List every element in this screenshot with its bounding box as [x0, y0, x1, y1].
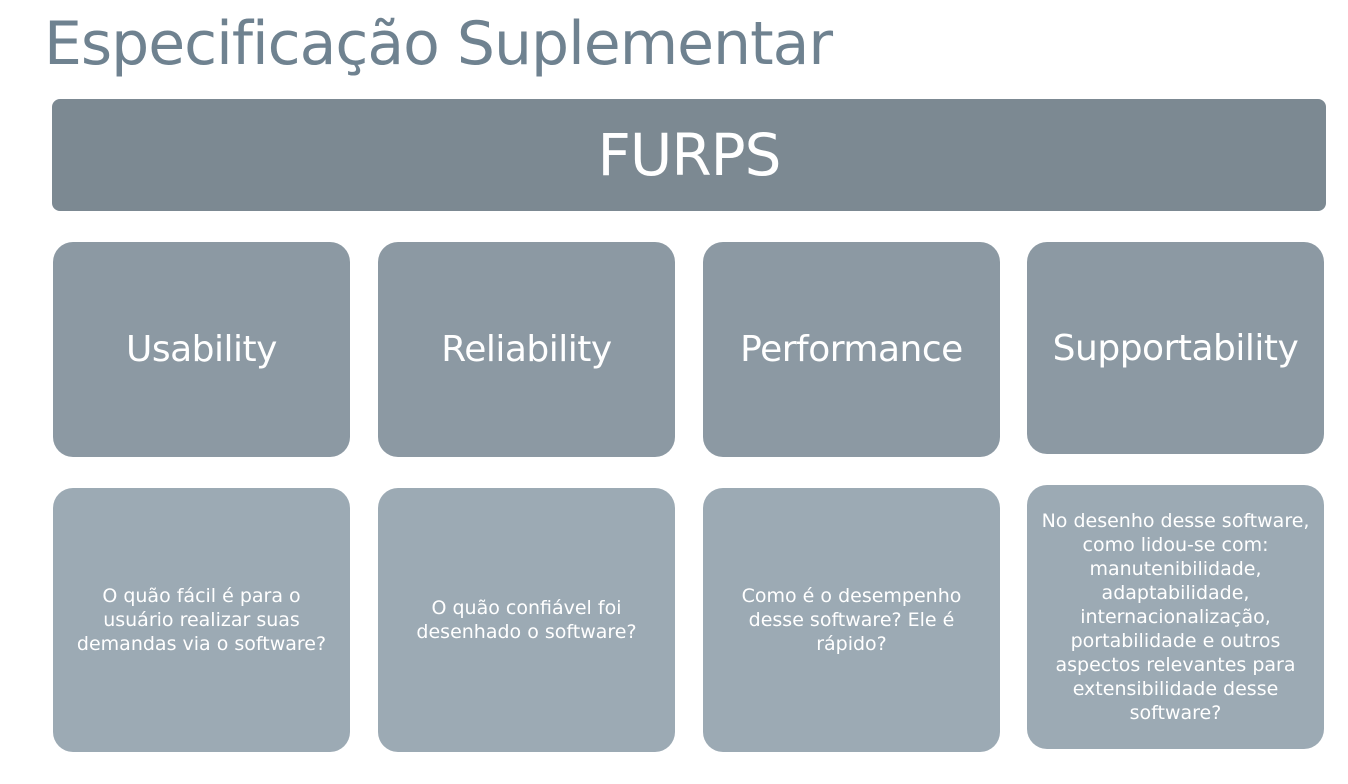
description-supportability: No desenho desse software, como lidou-se…: [1027, 485, 1324, 749]
description-performance: Como é o desempenho desse software? Ele …: [703, 488, 1000, 752]
description-reliability-text: O quão confiável foi desenhado o softwar…: [416, 597, 637, 643]
description-usability: O quão fácil é para o usuário realizar s…: [53, 488, 350, 752]
category-usability: Usability: [53, 242, 350, 457]
category-performance-label: Performance: [740, 329, 963, 370]
description-reliability: O quão confiável foi desenhado o softwar…: [378, 488, 675, 752]
category-usability-label: Usability: [126, 329, 277, 370]
category-supportability-label: Supportability: [1052, 327, 1299, 369]
category-performance: Performance: [703, 242, 1000, 457]
description-usability-text: O quão fácil é para o usuário realizar s…: [76, 585, 327, 655]
slide-title: Especificação Suplementar: [44, 9, 833, 79]
furps-header-label: FURPS: [597, 121, 782, 189]
category-reliability: Reliability: [378, 242, 675, 457]
description-performance-text: Como é o desempenho desse software? Ele …: [741, 585, 962, 655]
category-supportability: Supportability: [1027, 242, 1324, 454]
description-supportability-text: No desenho desse software, como lidou-se…: [1041, 510, 1310, 724]
category-reliability-label: Reliability: [441, 329, 612, 370]
furps-header: FURPS: [52, 99, 1326, 211]
